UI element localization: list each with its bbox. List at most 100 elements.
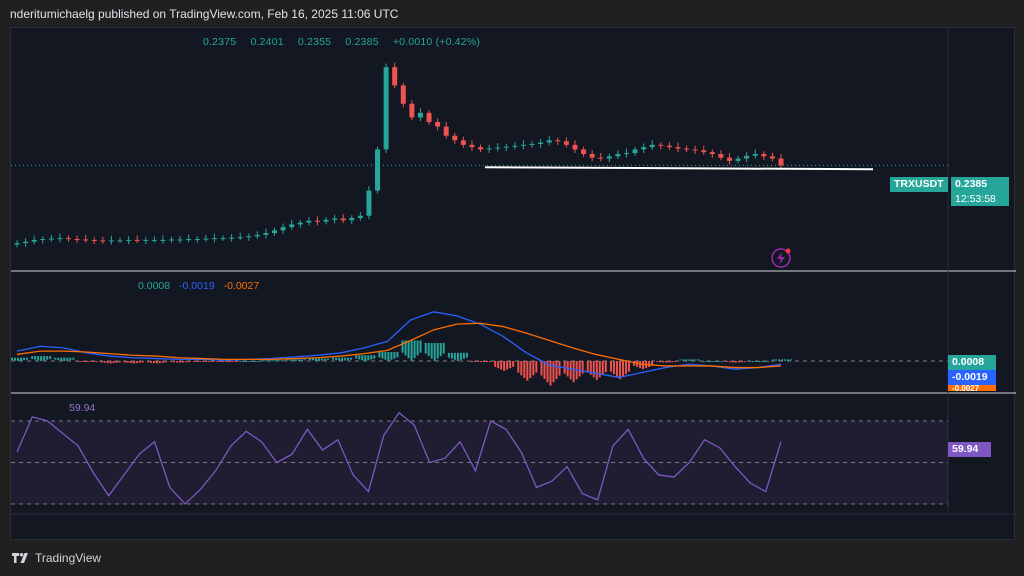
macd-histogram-bar bbox=[158, 361, 161, 364]
macd-histogram-bar bbox=[17, 357, 19, 361]
alert-clock-icon bbox=[771, 248, 791, 268]
candle-body bbox=[220, 238, 226, 240]
candle-body bbox=[726, 157, 732, 161]
macd-histogram-bar bbox=[129, 361, 132, 364]
macd-line bbox=[16, 311, 782, 379]
macd-histogram-bar bbox=[182, 361, 185, 363]
macd-histogram-bar bbox=[781, 359, 783, 361]
macd-histogram-bar bbox=[731, 361, 734, 363]
macd-histogram-bar bbox=[552, 361, 555, 383]
macd-histogram-bar bbox=[89, 361, 92, 362]
candle-body bbox=[349, 218, 355, 221]
macd-histogram-bar bbox=[40, 356, 43, 361]
candle-body bbox=[744, 155, 750, 159]
macd-histogram-bar bbox=[364, 355, 367, 361]
macd-histogram-bar bbox=[288, 359, 291, 361]
macd-histogram-bar bbox=[115, 361, 118, 363]
macd-histogram-bar bbox=[57, 357, 60, 361]
macd-histogram-bar bbox=[265, 360, 268, 362]
candle-body bbox=[23, 241, 29, 244]
macd-histogram-bar bbox=[436, 342, 439, 359]
macd-signal-line bbox=[16, 322, 782, 369]
macd-histogram-bar bbox=[708, 361, 711, 362]
lightning-icon bbox=[777, 252, 785, 265]
macd-histogram-bar bbox=[135, 361, 138, 364]
macd-histogram-bar bbox=[373, 355, 376, 359]
macd-histogram-bar bbox=[662, 361, 665, 363]
macd-histogram-bar bbox=[407, 340, 410, 359]
macd-histogram-bar bbox=[280, 360, 283, 362]
rsi-band-fill bbox=[11, 421, 948, 504]
macd-histogram-bar bbox=[43, 356, 46, 361]
macd-histogram-bar bbox=[743, 361, 746, 362]
candle-body bbox=[289, 224, 295, 228]
macd-histogram-bar bbox=[618, 361, 621, 380]
tradingview-logo-icon bbox=[12, 553, 28, 563]
macd-histogram-bar bbox=[123, 361, 126, 363]
macd-histogram-bar bbox=[489, 361, 492, 362]
macd-histogram-bar bbox=[509, 361, 512, 369]
macd-histogram-bar bbox=[361, 355, 364, 361]
macd-histogram-bar bbox=[216, 361, 219, 362]
macd-histogram-bar bbox=[609, 361, 612, 372]
candle-body bbox=[452, 135, 458, 141]
candle-body bbox=[177, 239, 183, 241]
macd-histogram-bar bbox=[778, 359, 780, 361]
macd-histogram-bar bbox=[734, 361, 737, 363]
macd-histogram-bar bbox=[291, 359, 294, 361]
macd-histogram-bar bbox=[410, 340, 413, 361]
chart-panel[interactable]: 0.2375 0.2401 0.2355 0.2385 +0.0010 (+0.… bbox=[10, 27, 1016, 541]
macd-histogram-bar bbox=[355, 355, 358, 359]
macd-histogram-bar bbox=[384, 351, 387, 360]
macd-histogram-bar bbox=[344, 357, 347, 361]
candle-body bbox=[143, 239, 149, 241]
macd-histogram-bar bbox=[459, 352, 462, 360]
macd-histogram-bar bbox=[416, 340, 419, 356]
macd-histogram-bar bbox=[486, 361, 489, 362]
macd-histogram-bar bbox=[285, 359, 288, 361]
macd-histogram-bar bbox=[784, 359, 786, 361]
macd-histogram-bar bbox=[494, 361, 497, 367]
candle-body bbox=[332, 218, 338, 220]
ohlc-open: 0.2375 bbox=[203, 36, 237, 48]
macd-histogram-bar bbox=[378, 351, 381, 358]
macd-histogram-bar bbox=[633, 361, 636, 366]
candle-body bbox=[555, 140, 561, 142]
candle-body bbox=[752, 154, 758, 156]
candle-body bbox=[74, 239, 80, 241]
candle-body bbox=[469, 144, 475, 148]
candle-body bbox=[48, 238, 54, 240]
macd-histogram-bar bbox=[176, 361, 179, 363]
macd-histogram-bar bbox=[624, 361, 627, 375]
macd-histogram-bar bbox=[173, 361, 176, 363]
macd-histogram-bar bbox=[424, 342, 427, 354]
macd-histogram-bar bbox=[138, 361, 141, 363]
macd-histogram-bar bbox=[506, 361, 509, 370]
chart-canvas[interactable] bbox=[11, 28, 1016, 541]
macd-histogram-bar bbox=[462, 352, 465, 359]
macd-histogram-bar bbox=[185, 361, 188, 363]
macd-histogram-bar bbox=[69, 357, 72, 361]
candle-body bbox=[649, 144, 655, 148]
macd-signal-legend: -0.0027 bbox=[223, 280, 260, 292]
macd-histogram-bar bbox=[450, 352, 453, 359]
macd-histogram-bar bbox=[578, 361, 581, 377]
macd-histogram-bar bbox=[20, 357, 22, 361]
macd-histogram-bar bbox=[37, 356, 40, 361]
candle-body bbox=[194, 239, 200, 241]
macd-histogram-bar bbox=[31, 356, 34, 359]
macd-histogram-bar bbox=[674, 361, 677, 362]
macd-histogram-bar bbox=[188, 361, 191, 362]
macd-histogram-bar bbox=[546, 361, 549, 383]
macd-histogram-bar bbox=[314, 358, 317, 361]
macd-histogram-bar bbox=[636, 361, 639, 367]
candle-body bbox=[383, 67, 389, 150]
macd-histogram-bar bbox=[540, 361, 543, 376]
macd-histogram-bar bbox=[341, 357, 344, 361]
candle-body bbox=[563, 141, 569, 145]
macd-histogram-bar bbox=[720, 361, 723, 362]
ohlc-close: 0.2385 bbox=[345, 36, 379, 48]
macd-histogram-bar bbox=[211, 361, 214, 362]
macd-histogram-bar bbox=[401, 340, 404, 353]
macd-histogram-bar bbox=[92, 361, 95, 362]
